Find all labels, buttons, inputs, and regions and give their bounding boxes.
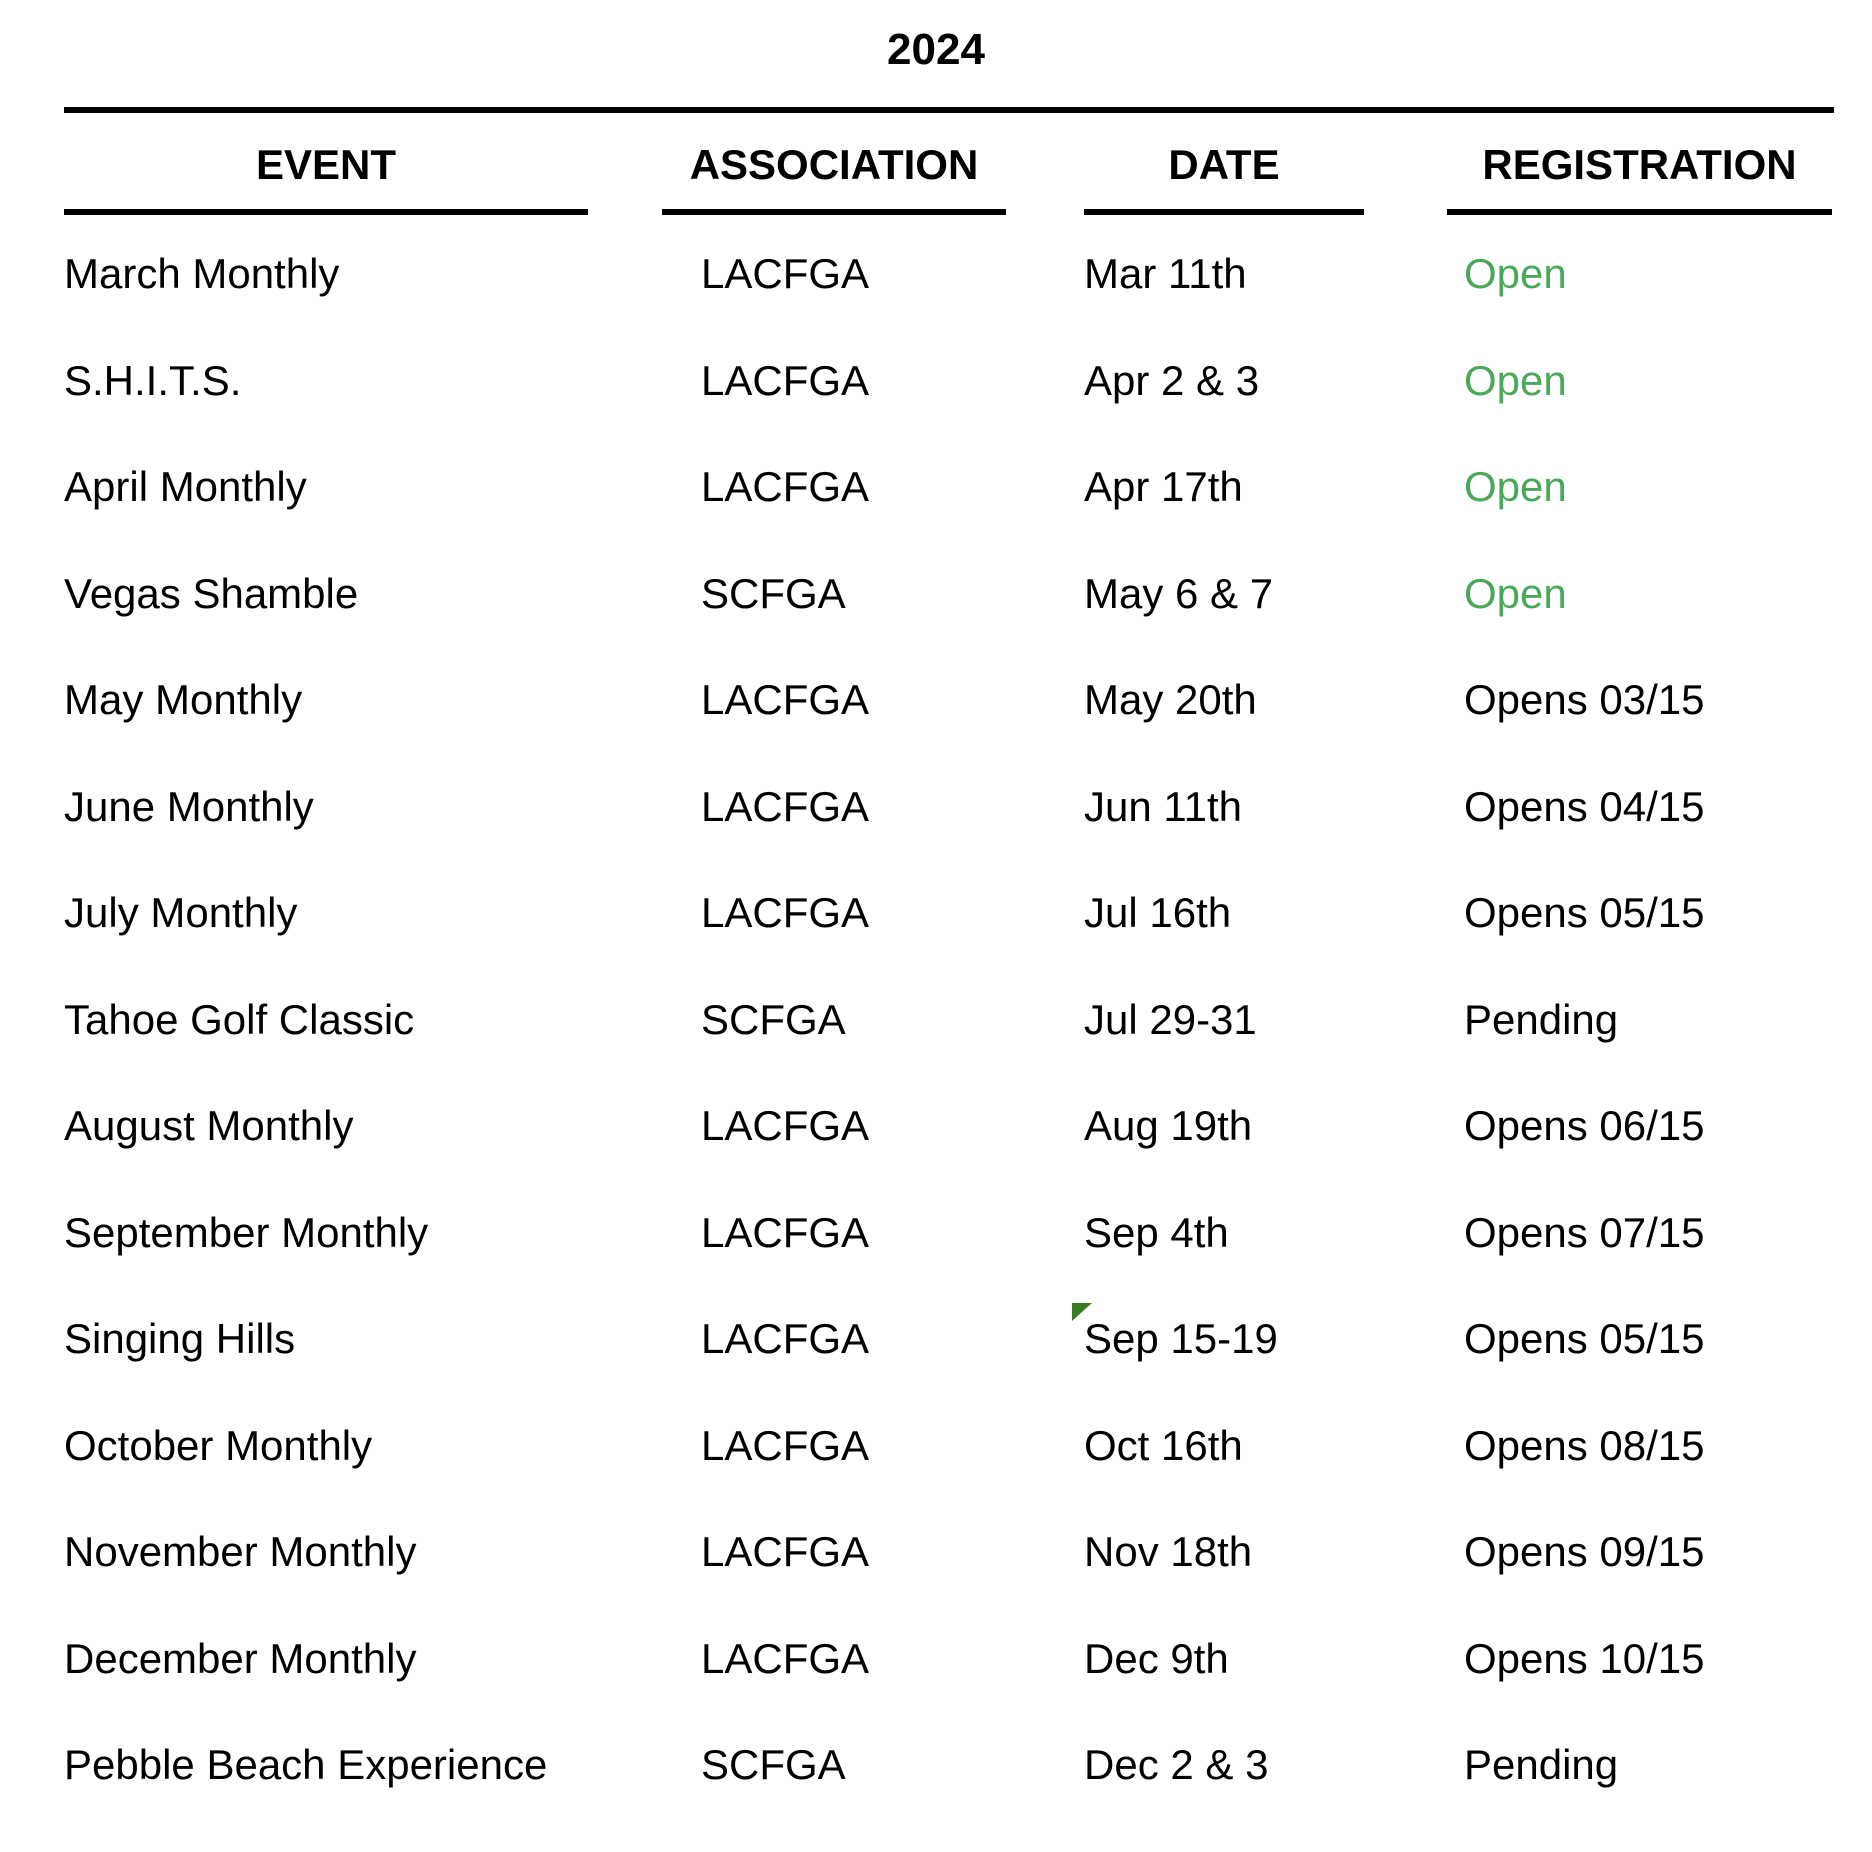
date-cell: Sep 4th <box>1084 1208 1229 1256</box>
event-cell: Pebble Beach Experience <box>64 1741 548 1789</box>
association-cell: LACFGA <box>701 1315 870 1363</box>
registration-cell: Pending <box>1464 995 1619 1043</box>
date-cell: Nov 18th <box>1084 1528 1253 1576</box>
date-cell: May 6 & 7 <box>1084 569 1274 617</box>
event-cell: December Monthly <box>64 1634 417 1682</box>
table-row: March Monthly LACFGA Mar 11th Open <box>64 221 1872 328</box>
association-cell: LACFGA <box>701 1421 870 1469</box>
date-cell: Aug 19th <box>1084 1102 1253 1150</box>
registration-cell: Opens 05/15 <box>1464 1315 1705 1363</box>
association-cell: LACFGA <box>701 1208 870 1256</box>
event-cell: August Monthly <box>64 1102 354 1150</box>
event-cell: July Monthly <box>64 889 298 937</box>
date-cell: Apr 17th <box>1084 463 1243 511</box>
registration-cell: Open <box>1464 356 1567 404</box>
date-cell: Jul 16th <box>1084 889 1232 937</box>
association-cell: LACFGA <box>701 250 870 298</box>
date-cell: Jun 11th <box>1084 782 1243 830</box>
date-cell: Sep 15-19 <box>1072 1303 1364 1363</box>
registration-cell: Open <box>1464 569 1567 617</box>
association-cell: LACFGA <box>701 463 870 511</box>
registration-cell: Opens 09/15 <box>1464 1528 1705 1576</box>
event-cell: November Monthly <box>64 1528 417 1576</box>
event-cell: Singing Hills <box>64 1315 296 1363</box>
column-header-registration: REGISTRATION <box>1447 141 1832 215</box>
event-cell: October Monthly <box>64 1421 373 1469</box>
column-header-date: DATE <box>1084 141 1364 215</box>
registration-cell: Opens 03/15 <box>1464 676 1705 724</box>
table-row: Singing Hills LACFGA Sep 15-19 Opens 05/… <box>64 1286 1872 1393</box>
title-divider <box>64 107 1834 113</box>
table-row: September Monthly LACFGA Sep 4th Opens 0… <box>64 1180 1872 1287</box>
association-cell: SCFGA <box>701 995 846 1043</box>
date-text: Sep 15-19 <box>1084 1315 1278 1363</box>
table-row: August Monthly LACFGA Aug 19th Opens 06/… <box>64 1073 1872 1180</box>
table-body: March Monthly LACFGA Mar 11th Open S.H.I… <box>0 221 1872 1819</box>
table-row: Tahoe Golf Classic SCFGA Jul 29-31 Pendi… <box>64 967 1872 1074</box>
table-row: November Monthly LACFGA Nov 18th Opens 0… <box>64 1499 1872 1606</box>
association-cell: LACFGA <box>701 1528 870 1576</box>
table-row: May Monthly LACFGA May 20th Opens 03/15 <box>64 647 1872 754</box>
registration-cell: Pending <box>1464 1741 1619 1789</box>
date-cell: Jul 29-31 <box>1084 995 1257 1043</box>
table-row: Pebble Beach Experience SCFGA Dec 2 & 3 … <box>64 1712 1872 1819</box>
registration-cell: Open <box>1464 250 1567 298</box>
association-cell: LACFGA <box>701 782 870 830</box>
date-cell: Dec 2 & 3 <box>1084 1741 1269 1789</box>
registration-cell: Opens 10/15 <box>1464 1634 1705 1682</box>
table-row: S.H.I.T.S. LACFGA Apr 2 & 3 Open <box>64 328 1872 435</box>
event-cell: June Monthly <box>64 782 314 830</box>
association-cell: SCFGA <box>701 1741 846 1789</box>
association-cell: LACFGA <box>701 676 870 724</box>
registration-cell: Opens 08/15 <box>1464 1421 1705 1469</box>
registration-cell: Opens 05/15 <box>1464 889 1705 937</box>
registration-cell: Opens 07/15 <box>1464 1208 1705 1256</box>
event-cell: April Monthly <box>64 463 307 511</box>
registration-cell: Opens 04/15 <box>1464 782 1705 830</box>
column-header-association: ASSOCIATION <box>662 141 1006 215</box>
note-marker-icon <box>1072 1303 1092 1322</box>
table-row: April Monthly LACFGA Apr 17th Open <box>64 434 1872 541</box>
association-cell: LACFGA <box>701 889 870 937</box>
date-cell: Dec 9th <box>1084 1634 1229 1682</box>
table-row: December Monthly LACFGA Dec 9th Opens 10… <box>64 1606 1872 1713</box>
date-cell: Mar 11th <box>1084 250 1247 298</box>
table-row: October Monthly LACFGA Oct 16th Opens 08… <box>64 1393 1872 1500</box>
event-cell: May Monthly <box>64 676 303 724</box>
table-row: July Monthly LACFGA Jul 16th Opens 05/15 <box>64 860 1872 967</box>
table-header-row: EVENT ASSOCIATION DATE REGISTRATION <box>64 141 1872 215</box>
association-cell: LACFGA <box>701 1634 870 1682</box>
date-cell: Oct 16th <box>1084 1421 1243 1469</box>
event-cell: Tahoe Golf Classic <box>64 995 415 1043</box>
association-cell: SCFGA <box>701 569 846 617</box>
date-cell: May 20th <box>1084 676 1257 724</box>
event-cell: S.H.I.T.S. <box>64 356 242 404</box>
event-cell: Vegas Shamble <box>64 569 359 617</box>
association-cell: LACFGA <box>701 1102 870 1150</box>
registration-cell: Opens 06/15 <box>1464 1102 1705 1150</box>
table-row: Vegas Shamble SCFGA May 6 & 7 Open <box>64 541 1872 648</box>
table-row: June Monthly LACFGA Jun 11th Opens 04/15 <box>64 754 1872 861</box>
event-cell: March Monthly <box>64 250 340 298</box>
event-cell: September Monthly <box>64 1208 429 1256</box>
date-cell: Apr 2 & 3 <box>1084 356 1260 404</box>
registration-cell: Open <box>1464 463 1567 511</box>
column-header-event: EVENT <box>64 141 588 215</box>
page-title: 2024 <box>887 25 985 74</box>
association-cell: LACFGA <box>701 356 870 404</box>
